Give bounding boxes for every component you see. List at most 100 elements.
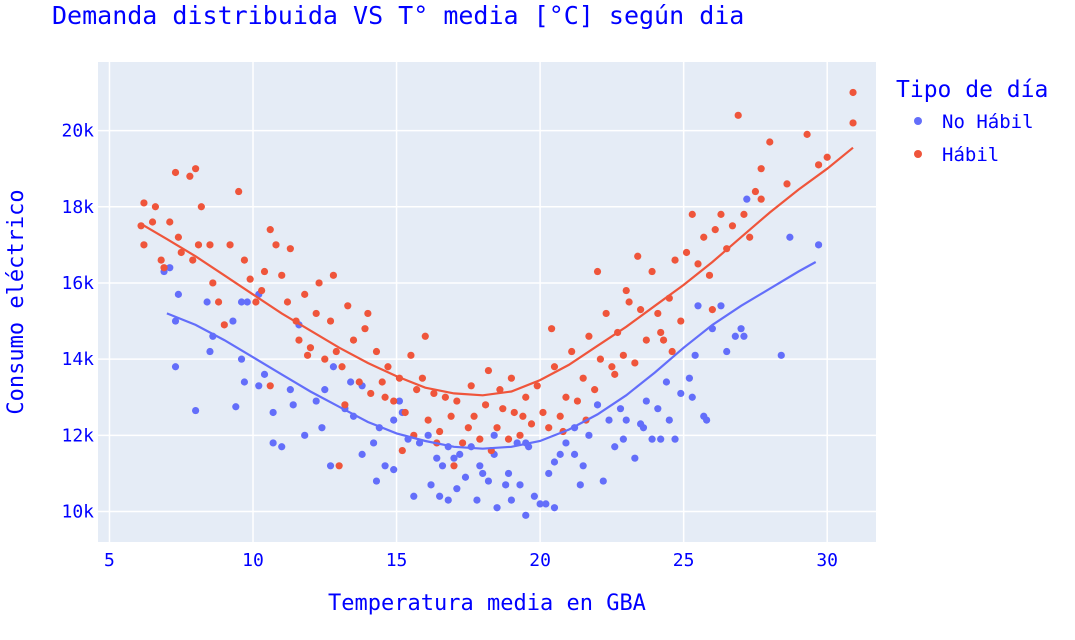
point-habil [470, 412, 478, 420]
point-no-habil [671, 435, 679, 443]
point-no-habil [639, 424, 648, 432]
point-habil [306, 344, 315, 352]
point-no-habil [456, 450, 464, 458]
point-habil [272, 241, 280, 249]
point-no-habil [171, 363, 180, 371]
y-tick-label: 18k [61, 197, 94, 218]
point-habil [148, 218, 157, 226]
legend: Tipo de día No Hábil Hábil [896, 77, 1048, 166]
point-no-habil [370, 439, 378, 447]
point-habil [814, 161, 823, 169]
point-habil [160, 264, 168, 272]
point-habil [659, 336, 668, 344]
point-no-habil [516, 481, 524, 489]
point-habil [504, 435, 513, 443]
point-habil [751, 187, 760, 196]
point-habil [705, 271, 714, 279]
point-habil [734, 111, 742, 119]
point-no-habil [717, 302, 725, 310]
point-habil [177, 248, 185, 257]
y-tick-label: 16k [61, 273, 94, 294]
point-no-habil [237, 355, 246, 363]
legend-item-habil: Hábil [942, 144, 999, 166]
point-habil [510, 408, 518, 417]
point-no-habil [550, 458, 559, 466]
point-habil [278, 271, 286, 279]
point-habil [312, 309, 320, 318]
point-habil [192, 165, 200, 173]
point-habil [677, 317, 685, 325]
point-habil [166, 218, 174, 226]
point-habil [493, 424, 501, 432]
point-habil [450, 462, 458, 470]
point-no-habil [312, 397, 320, 405]
point-habil [430, 389, 438, 398]
point-no-habil [777, 351, 785, 359]
point-habil [315, 279, 323, 287]
point-no-habil [654, 405, 662, 413]
point-habil [194, 241, 203, 249]
point-habil [708, 306, 716, 314]
point-no-habil [504, 469, 513, 478]
point-habil [174, 233, 182, 241]
point-no-habil [326, 462, 335, 470]
point-no-habil [390, 466, 398, 474]
point-no-habil [562, 439, 570, 447]
point-habil [303, 351, 312, 359]
point-no-habil [542, 500, 550, 508]
point-no-habil [318, 424, 326, 432]
point-no-habil [490, 431, 498, 439]
point-habil [418, 374, 427, 382]
point-habil [467, 382, 475, 390]
point-habil [367, 389, 375, 398]
point-habil [849, 88, 857, 97]
point-habil [401, 408, 409, 417]
point-no-habil [622, 416, 630, 424]
point-no-habil [479, 469, 487, 478]
point-no-habil [740, 332, 748, 340]
point-habil [625, 298, 633, 306]
point-habil [516, 431, 524, 439]
point-no-habil [433, 454, 441, 462]
trend-lines [140, 146, 854, 450]
point-habil [407, 351, 415, 359]
legend-marker-no-habil [914, 117, 922, 125]
point-habil [260, 267, 269, 276]
point-no-habil [556, 450, 564, 458]
point-no-habil [545, 469, 553, 478]
point-no-habil [576, 481, 584, 489]
point-habil [381, 393, 389, 401]
point-habil [849, 119, 857, 127]
point-habil [189, 256, 197, 264]
point-habil [533, 382, 541, 390]
point-no-habil [427, 481, 435, 489]
point-no-habil [289, 401, 297, 409]
point-no-habil [243, 298, 251, 306]
point-no-habil [237, 298, 246, 306]
point-habil [619, 351, 627, 359]
y-tick-label: 20k [61, 121, 94, 142]
point-habil [186, 172, 194, 180]
point-habil [235, 187, 243, 196]
point-habil [301, 290, 309, 298]
point-habil [441, 393, 449, 401]
x-tick-label: 30 [816, 550, 838, 571]
point-habil [522, 393, 530, 401]
point-no-habil [206, 347, 214, 356]
point-habil [240, 256, 249, 264]
point-habil [321, 355, 329, 363]
point-no-habil [301, 431, 309, 439]
point-habil [642, 336, 650, 344]
point-habil [421, 332, 429, 340]
x-tick-label: 5 [104, 550, 115, 571]
point-habil [694, 260, 702, 268]
point-no-habil [688, 393, 696, 401]
point-habil [329, 271, 338, 279]
point-habil [519, 412, 527, 420]
point-habil [464, 424, 472, 432]
point-no-habil [703, 416, 711, 424]
point-no-habil [657, 435, 665, 443]
point-no-habil [424, 431, 432, 439]
point-habil [657, 328, 665, 337]
point-habil [206, 241, 214, 249]
